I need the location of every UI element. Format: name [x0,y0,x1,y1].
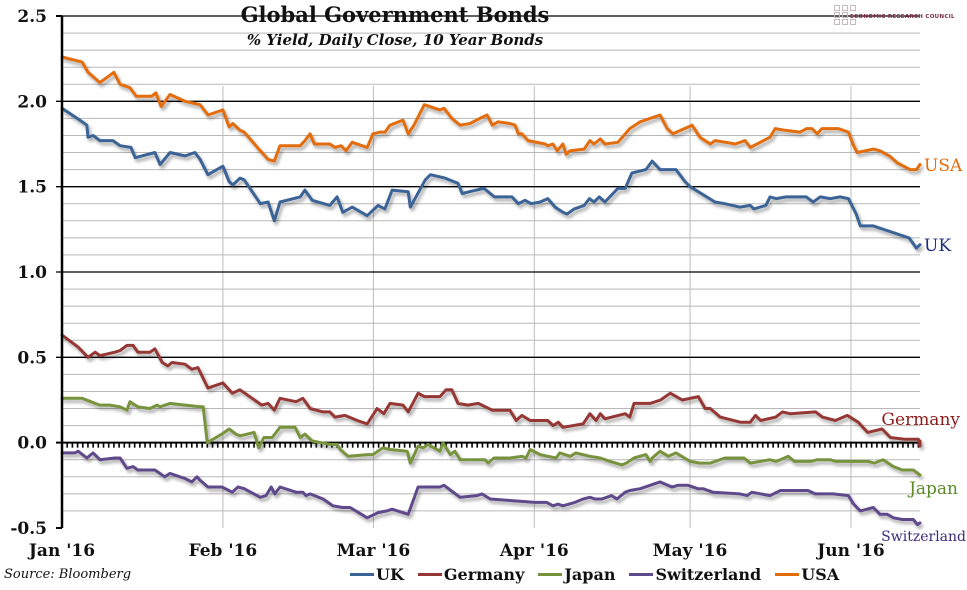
legend-label-switzerland: Switzerland [655,565,762,584]
end-label-japan: Japan [907,479,958,499]
y-tick-label: 1.0 [17,263,47,283]
source-note: Source: Bloomberg [4,567,132,582]
brand-name: ECONOMIC RESEARCH COUNCIL [850,14,955,20]
chart-title: Global Government Bonds [240,2,550,27]
legend-swatch-japan [538,573,563,576]
legend-item-uk: UK [350,565,404,584]
legend-swatch-uk [350,573,374,576]
y-tick-label: 2.5 [17,7,47,27]
legend-swatch-germany [417,573,442,576]
major-gridlines [56,15,920,444]
legend-swatch-usa [775,573,800,576]
series-end-labels: UK Germany Japan Switzerland USA [881,156,966,545]
x-tick-label: Mar '16 [337,541,411,561]
series-line-usa [60,55,922,172]
x-tick-label: Jun '16 [815,541,885,561]
legend-item-switzerland: Switzerland [629,565,761,584]
chart-subtitle: % Yield, Daily Close, 10 Year Bonds [246,31,544,49]
y-tick-labels: 2.5 2.0 1.5 1.0 0.5 0.0 -0.5 [10,7,47,539]
series-line-germany [60,333,922,448]
x-tick-label: Apr '16 [499,541,569,561]
brand-logo: ECONOMIC RESEARCH COUNCIL [834,5,955,26]
legend-label-japan: Japan [564,565,616,584]
legend-item-japan: Japan [538,565,615,584]
y-axis [56,15,64,529]
y-tick-label: -0.5 [10,519,47,539]
legend-item-germany: Germany [417,565,525,584]
x-tick-label: Feb '16 [189,541,258,561]
legend-label-germany: Germany [443,565,525,584]
x-tick-label: Jan '16 [27,541,95,561]
series-line-switzerland [60,449,922,527]
series-line-uk [60,106,922,250]
legend-swatch-switzerland [629,573,654,576]
minor-gridlines [62,32,920,512]
legend: UK Germany Japan Switzerland USA [350,565,853,584]
legend-item-usa: USA [775,565,839,584]
y-tick-label: 0.5 [17,348,47,368]
x-tick-label: May '16 [653,541,728,561]
zero-line-day-ticks [61,442,920,448]
series-lines [60,55,922,527]
series-line-japan [60,396,922,477]
end-label-germany: Germany [881,410,960,430]
end-label-uk: UK [924,236,951,256]
end-label-usa: USA [924,156,963,176]
y-tick-label: 2.0 [17,92,47,112]
end-label-switzerland: Switzerland [881,529,966,545]
y-tick-label: 0.0 [17,434,47,454]
x-tick-labels: Jan '16 Feb '16 Mar '16 Apr '16 May '16 Jun '… [27,541,885,561]
y-tick-label: 1.5 [17,178,47,198]
legend-label-uk: UK [376,565,404,584]
legend-label-usa: USA [801,565,840,584]
month-gridlines [222,86,852,528]
